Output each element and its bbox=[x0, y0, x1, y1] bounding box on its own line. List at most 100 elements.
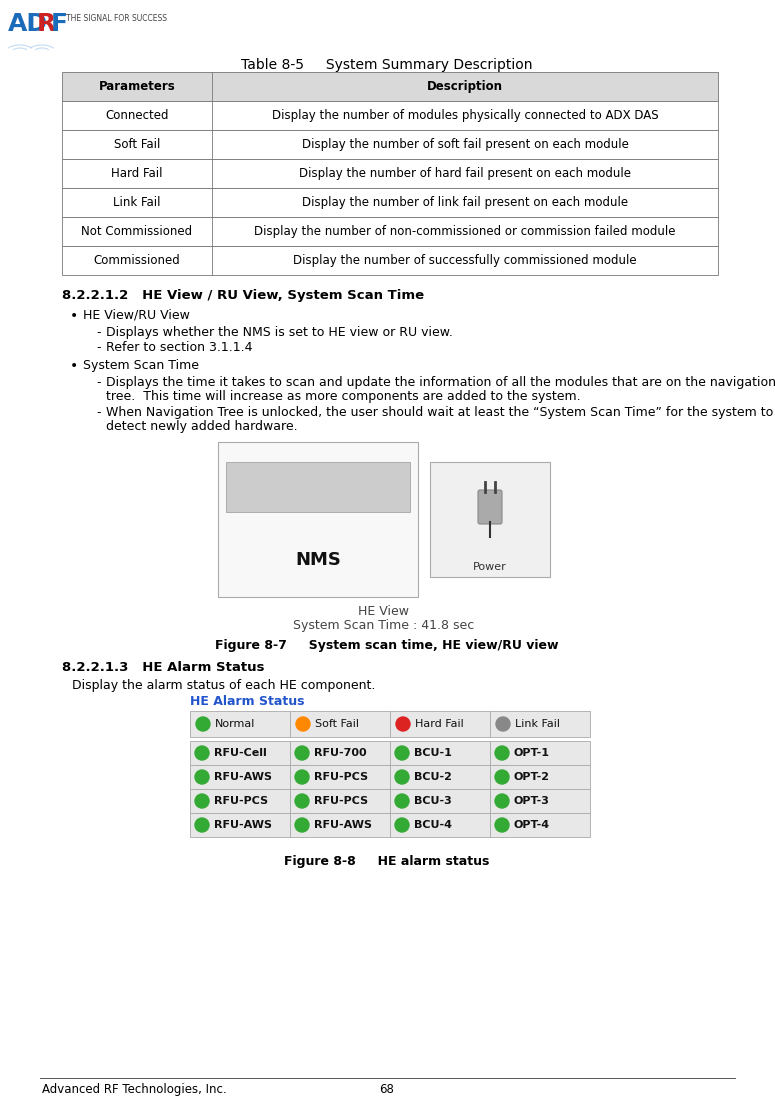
Text: Link Fail: Link Fail bbox=[515, 719, 560, 729]
Text: HE View/RU View: HE View/RU View bbox=[83, 309, 190, 322]
Text: RFU-PCS: RFU-PCS bbox=[314, 796, 368, 806]
Text: R: R bbox=[37, 12, 57, 36]
Circle shape bbox=[495, 746, 509, 761]
Text: Display the number of link fail present on each module: Display the number of link fail present … bbox=[302, 196, 628, 209]
Text: OPT-4: OPT-4 bbox=[514, 820, 550, 830]
Bar bbox=[62, 246, 718, 275]
Circle shape bbox=[395, 793, 409, 808]
Text: Connected: Connected bbox=[105, 109, 169, 122]
Text: BCU-4: BCU-4 bbox=[414, 820, 452, 830]
Text: System Scan Time : 41.8 sec: System Scan Time : 41.8 sec bbox=[294, 619, 474, 632]
Circle shape bbox=[295, 746, 309, 761]
Circle shape bbox=[195, 818, 209, 832]
Text: F: F bbox=[51, 12, 68, 36]
Text: THE SIGNAL FOR SUCCESS: THE SIGNAL FOR SUCCESS bbox=[66, 14, 167, 23]
Circle shape bbox=[395, 746, 409, 761]
Circle shape bbox=[195, 793, 209, 808]
Text: •: • bbox=[70, 309, 78, 323]
Text: Displays whether the NMS is set to HE view or RU view.: Displays whether the NMS is set to HE vi… bbox=[106, 326, 453, 338]
Text: Figure 8-7     System scan time, HE view/RU view: Figure 8-7 System scan time, HE view/RU … bbox=[215, 639, 559, 652]
Circle shape bbox=[496, 717, 510, 731]
Text: Refer to section 3.1.1.4: Refer to section 3.1.1.4 bbox=[106, 341, 253, 354]
Text: NMS: NMS bbox=[295, 551, 341, 569]
Bar bbox=[490, 789, 590, 813]
Circle shape bbox=[395, 770, 409, 784]
Circle shape bbox=[295, 818, 309, 832]
Text: Hard Fail: Hard Fail bbox=[415, 719, 463, 729]
Bar bbox=[190, 789, 290, 813]
Bar bbox=[290, 765, 390, 789]
Circle shape bbox=[495, 818, 509, 832]
Text: Not Commissioned: Not Commissioned bbox=[81, 225, 192, 238]
Text: Description: Description bbox=[427, 80, 503, 93]
Bar bbox=[62, 217, 718, 246]
Bar bbox=[390, 765, 490, 789]
Text: 8.2.2.1.3   HE Alarm Status: 8.2.2.1.3 HE Alarm Status bbox=[62, 660, 264, 674]
Text: RFU-Cell: RFU-Cell bbox=[214, 748, 267, 758]
Bar bbox=[290, 789, 390, 813]
Text: Normal: Normal bbox=[215, 719, 256, 729]
Circle shape bbox=[196, 717, 210, 731]
Text: 8.2.2.1.2   HE View / RU View, System Scan Time: 8.2.2.1.2 HE View / RU View, System Scan… bbox=[62, 289, 424, 302]
Bar bbox=[190, 813, 290, 837]
Text: Parameters: Parameters bbox=[98, 80, 175, 93]
Bar bbox=[62, 101, 718, 130]
Circle shape bbox=[495, 770, 509, 784]
Text: OPT-1: OPT-1 bbox=[514, 748, 550, 758]
Text: 68: 68 bbox=[380, 1083, 394, 1096]
Text: Figure 8-8     HE alarm status: Figure 8-8 HE alarm status bbox=[284, 855, 490, 868]
Circle shape bbox=[396, 717, 410, 731]
Text: tree.  This time will increase as more components are added to the system.: tree. This time will increase as more co… bbox=[106, 390, 580, 403]
Circle shape bbox=[195, 746, 209, 761]
Text: When Navigation Tree is unlocked, the user should wait at least the “System Scan: When Navigation Tree is unlocked, the us… bbox=[106, 406, 773, 419]
Text: -: - bbox=[96, 326, 101, 338]
Text: AD: AD bbox=[8, 12, 48, 36]
Bar bbox=[62, 188, 718, 217]
Text: Power: Power bbox=[473, 562, 507, 571]
Text: Advanced RF Technologies, Inc.: Advanced RF Technologies, Inc. bbox=[42, 1083, 226, 1096]
Text: BCU-1: BCU-1 bbox=[414, 748, 452, 758]
Bar bbox=[290, 711, 390, 737]
Text: Hard Fail: Hard Fail bbox=[112, 167, 163, 180]
Bar bbox=[190, 741, 290, 765]
Text: HE Alarm Status: HE Alarm Status bbox=[190, 695, 305, 708]
Text: BCU-2: BCU-2 bbox=[414, 771, 452, 782]
Text: detect newly added hardware.: detect newly added hardware. bbox=[106, 420, 298, 433]
Text: RFU-PCS: RFU-PCS bbox=[214, 796, 268, 806]
Bar bbox=[62, 159, 718, 188]
Text: OPT-3: OPT-3 bbox=[514, 796, 550, 806]
Text: Commissioned: Commissioned bbox=[94, 254, 181, 267]
Bar bbox=[62, 73, 718, 101]
Bar bbox=[490, 711, 590, 737]
Text: RFU-700: RFU-700 bbox=[314, 748, 367, 758]
Bar bbox=[490, 741, 590, 765]
Text: RFU-AWS: RFU-AWS bbox=[214, 771, 272, 782]
Circle shape bbox=[296, 717, 310, 731]
FancyBboxPatch shape bbox=[478, 490, 502, 524]
Circle shape bbox=[195, 770, 209, 784]
Bar bbox=[430, 462, 550, 577]
Bar bbox=[190, 711, 290, 737]
Text: Soft Fail: Soft Fail bbox=[114, 138, 160, 151]
Text: Display the alarm status of each HE component.: Display the alarm status of each HE comp… bbox=[72, 679, 375, 692]
Bar bbox=[390, 741, 490, 765]
Text: Link Fail: Link Fail bbox=[113, 196, 160, 209]
Circle shape bbox=[495, 793, 509, 808]
Text: System Scan Time: System Scan Time bbox=[83, 359, 199, 371]
Text: Displays the time it takes to scan and update the information of all the modules: Displays the time it takes to scan and u… bbox=[106, 376, 775, 389]
Circle shape bbox=[295, 793, 309, 808]
Bar bbox=[62, 130, 718, 159]
Text: Display the number of non-commissioned or commission failed module: Display the number of non-commissioned o… bbox=[254, 225, 676, 238]
Text: Display the number of successfully commissioned module: Display the number of successfully commi… bbox=[293, 254, 637, 267]
Bar bbox=[390, 813, 490, 837]
Bar bbox=[190, 765, 290, 789]
Text: RFU-AWS: RFU-AWS bbox=[214, 820, 272, 830]
Text: HE View: HE View bbox=[359, 606, 409, 618]
Bar bbox=[290, 741, 390, 765]
Bar bbox=[490, 765, 590, 789]
Bar bbox=[218, 442, 418, 597]
Circle shape bbox=[295, 770, 309, 784]
Text: -: - bbox=[96, 376, 101, 389]
Bar bbox=[290, 813, 390, 837]
Bar bbox=[390, 711, 490, 737]
